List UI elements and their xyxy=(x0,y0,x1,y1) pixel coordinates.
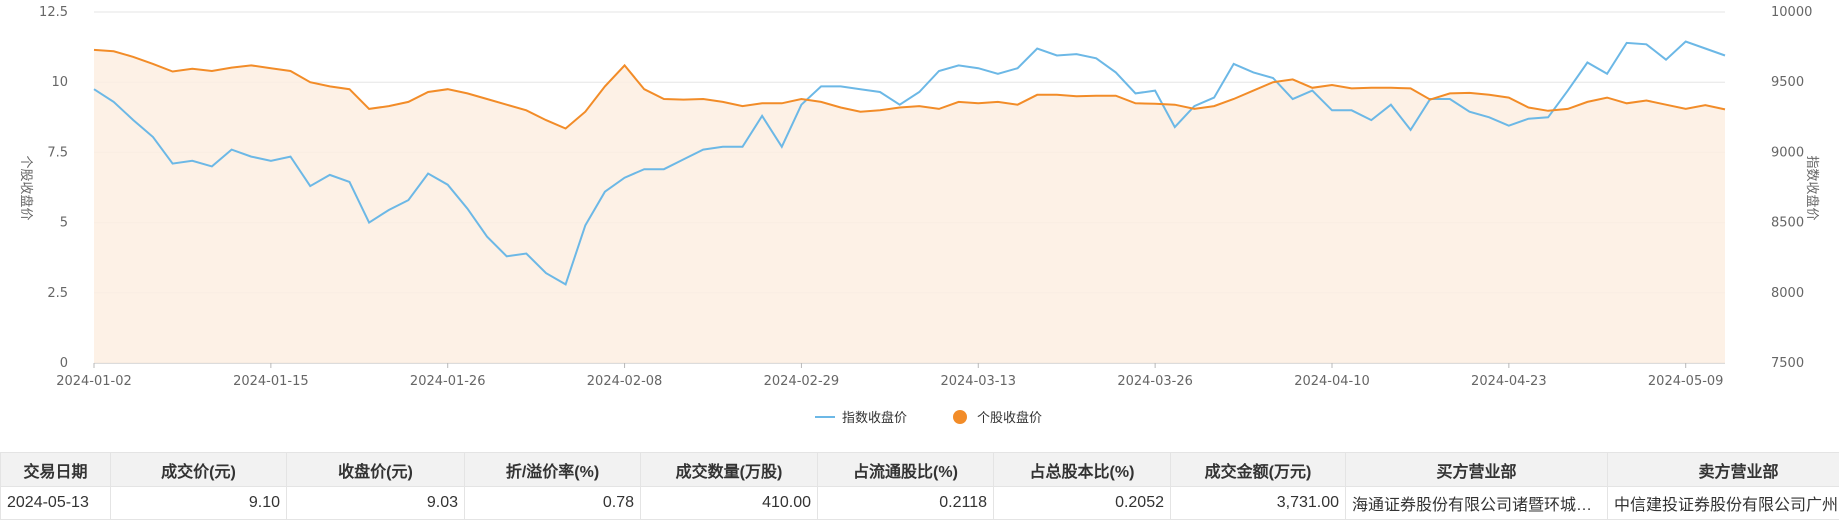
col-float-ratio[interactable]: 占流通股比(%) xyxy=(818,453,994,487)
legend-label[interactable]: 个股收盘价 xyxy=(977,410,1042,426)
x-tick-label: 2024-04-23 xyxy=(1471,374,1547,389)
col-volume[interactable]: 成交数量(万股) xyxy=(641,453,818,487)
legend-dot-icon xyxy=(953,410,967,424)
cell-float-ratio: 0.2118 xyxy=(818,487,994,520)
y-left-title: 个股收盘价 xyxy=(18,155,34,220)
x-tick-label: 2024-02-08 xyxy=(587,374,663,389)
cell-premium-rate: 0.78 xyxy=(465,487,641,520)
cell-close-price: 9.03 xyxy=(287,487,465,520)
y-left-tick-label: 5 xyxy=(60,216,68,231)
col-buyer[interactable]: 买方营业部 xyxy=(1346,453,1608,487)
x-tick-label: 2024-03-26 xyxy=(1117,374,1193,389)
cell-total-ratio: 0.2052 xyxy=(994,487,1171,520)
legend-label[interactable]: 指数收盘价 xyxy=(842,410,907,426)
y-left-tick-label: 7.5 xyxy=(47,145,68,160)
legend: 指数收盘价 个股收盘价 xyxy=(815,410,1042,426)
cell-volume: 410.00 xyxy=(641,487,818,520)
x-tick-label: 2024-01-02 xyxy=(56,374,132,389)
x-tick-label: 2024-01-26 xyxy=(410,374,486,389)
table-header-row: 交易日期 成交价(元) 收盘价(元) 折/溢价率(%) 成交数量(万股) 占流通… xyxy=(1,453,1839,487)
cell-seller[interactable]: 中信建投证券股份有限公司广州... xyxy=(1608,487,1839,520)
x-tick-label: 2024-03-13 xyxy=(940,374,1016,389)
y-right-tick-label: 8000 xyxy=(1771,286,1804,301)
y-left-tick-label: 2.5 xyxy=(47,286,68,301)
block-trade-table: 交易日期 成交价(元) 收盘价(元) 折/溢价率(%) 成交数量(万股) 占流通… xyxy=(0,452,1839,520)
y-right-tick-label: 10000 xyxy=(1771,5,1812,20)
y-right-title: 指数收盘价 xyxy=(1804,155,1820,220)
col-total-ratio[interactable]: 占总股本比(%) xyxy=(994,453,1171,487)
stock-area-fill xyxy=(94,50,1725,363)
col-seller[interactable]: 卖方营业部 xyxy=(1608,453,1839,487)
x-tick-label: 2024-01-15 xyxy=(233,374,309,389)
table-row: 2024-05-13 9.10 9.03 0.78 410.00 0.2118 … xyxy=(1,487,1839,520)
cell-trade-price: 9.10 xyxy=(111,487,287,520)
line-chart: 0 2.5 5 7.5 10 12.5 7500 8000 8500 9000 9500 10000 2… xyxy=(0,0,1839,445)
cell-trade-date: 2024-05-13 xyxy=(1,487,111,520)
cell-buyer[interactable]: 海通证券股份有限公司诸暨环城东... xyxy=(1346,487,1608,520)
col-close-price[interactable]: 收盘价(元) xyxy=(287,453,465,487)
y-left-tick-label: 12.5 xyxy=(39,5,68,20)
y-right-tick-label: 8500 xyxy=(1771,216,1804,231)
x-tick-label: 2024-05-09 xyxy=(1648,374,1724,389)
y-right-tick-label: 9500 xyxy=(1771,75,1804,90)
col-trade-price[interactable]: 成交价(元) xyxy=(111,453,287,487)
y-left-tick-label: 0 xyxy=(60,356,68,371)
col-premium-rate[interactable]: 折/溢价率(%) xyxy=(465,453,641,487)
col-amount[interactable]: 成交金额(万元) xyxy=(1171,453,1346,487)
y-left-tick-label: 10 xyxy=(51,75,68,90)
y-right-tick-label: 7500 xyxy=(1771,356,1804,371)
x-tick-label: 2024-02-29 xyxy=(764,374,840,389)
col-trade-date[interactable]: 交易日期 xyxy=(1,453,111,487)
cell-amount: 3,731.00 xyxy=(1171,487,1346,520)
x-tick-label: 2024-04-10 xyxy=(1294,374,1370,389)
y-right-tick-label: 9000 xyxy=(1771,145,1804,160)
